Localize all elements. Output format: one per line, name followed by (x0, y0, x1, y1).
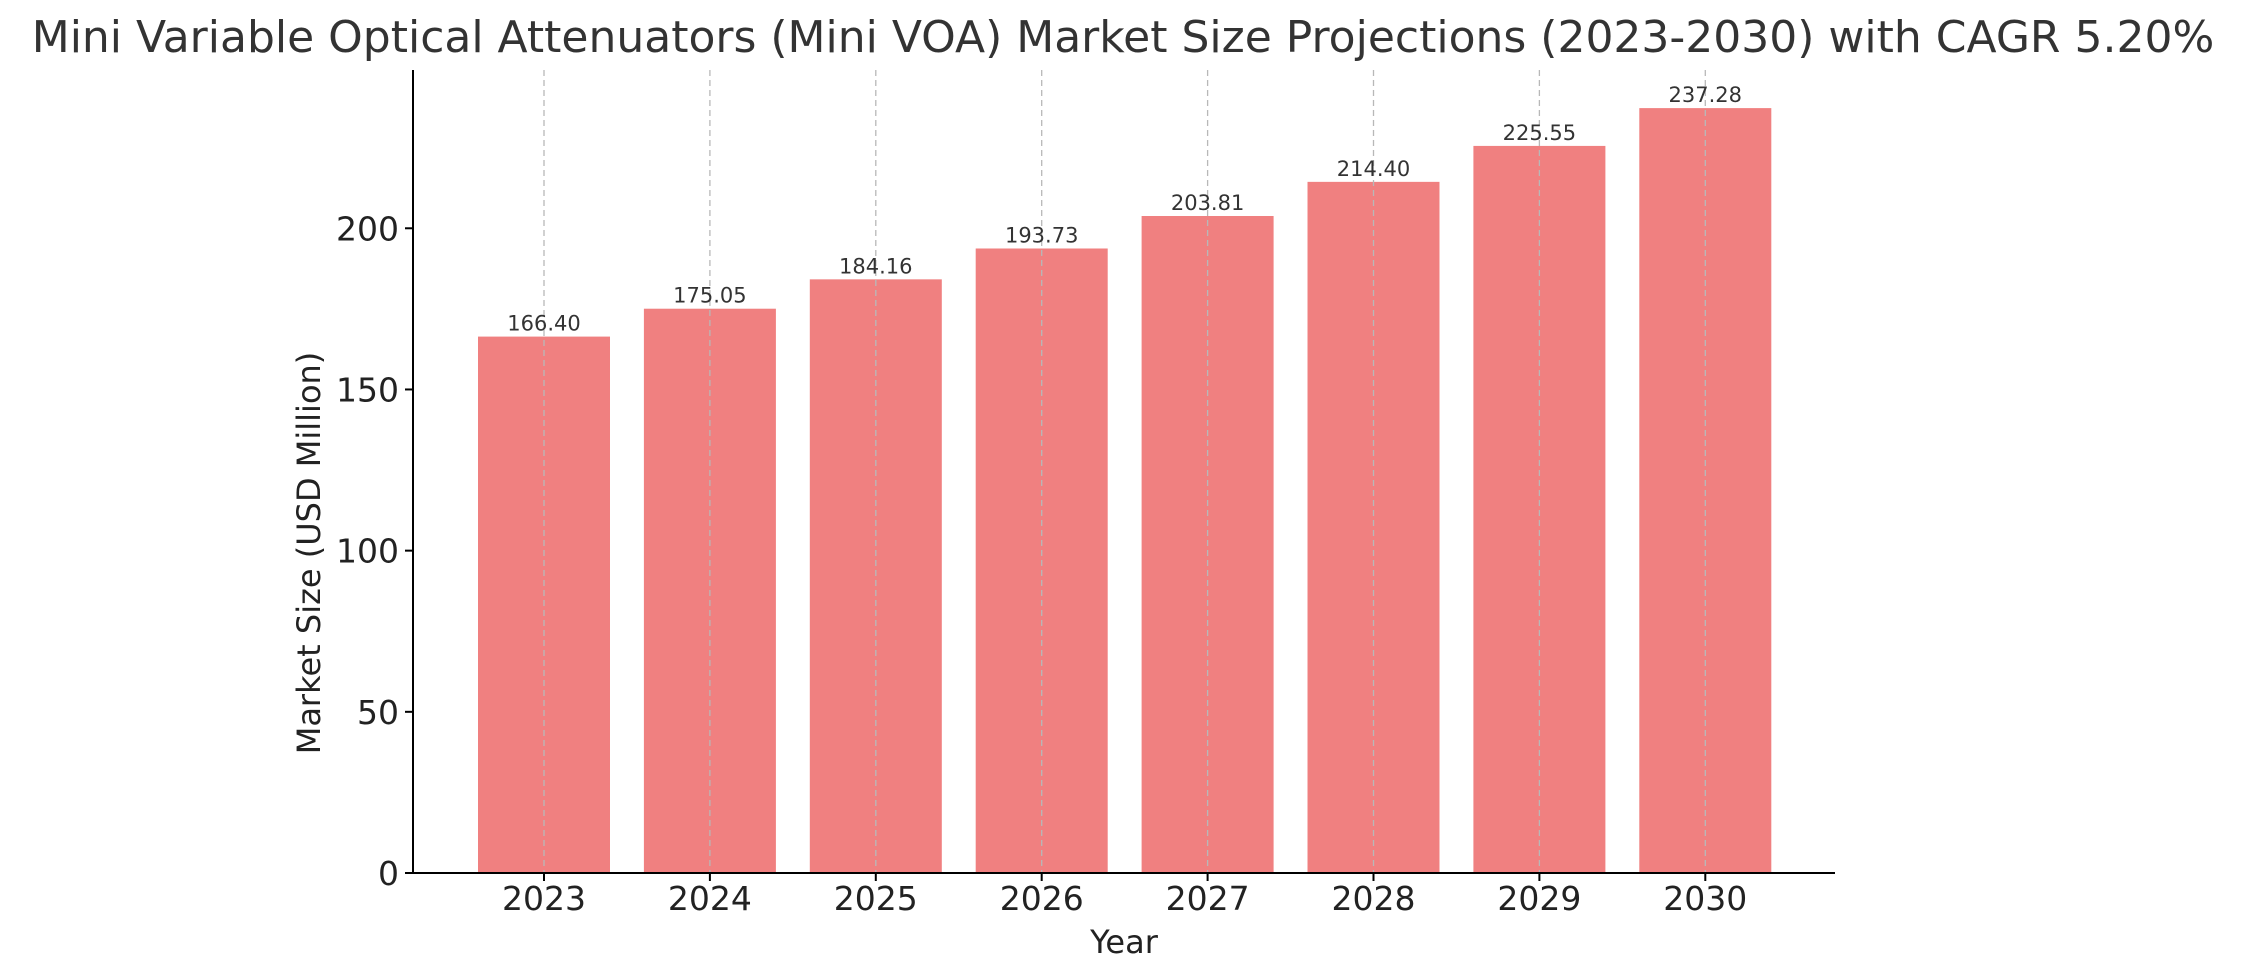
y-axis-label: Market Size (USD Million) (290, 352, 328, 755)
y-ticks-layer: 0 50 100 150 200 (336, 209, 413, 893)
data-labels-layer: 166.40 175.05 184.16 193.73 203.81 214.40 225.… (507, 83, 1742, 335)
y-tick-label-0: 0 (378, 854, 399, 893)
x-tick-label-2030: 2030 (1663, 879, 1747, 918)
x-tick-label-2029: 2029 (1497, 879, 1581, 918)
x-tick-label-2025: 2025 (834, 879, 918, 918)
data-label-2027: 203.81 (1171, 191, 1244, 215)
data-label-2023: 166.40 (507, 312, 580, 336)
x-tick-label-2024: 2024 (668, 879, 752, 918)
y-tick-label-100: 100 (336, 532, 399, 571)
bars-layer (478, 108, 1772, 874)
x-tick-label-2023: 2023 (502, 879, 586, 918)
data-label-2030: 237.28 (1669, 83, 1742, 107)
y-tick-label-50: 50 (357, 693, 399, 732)
data-label-2028: 214.40 (1337, 157, 1410, 181)
y-tick-label-150: 150 (336, 370, 399, 409)
data-label-2029: 225.55 (1503, 121, 1576, 145)
vertical-grid-layer (543, 70, 1706, 873)
x-tick-label-2026: 2026 (1000, 879, 1084, 918)
data-label-2024: 175.05 (673, 284, 746, 308)
data-label-2026: 193.73 (1005, 223, 1078, 247)
y-tick-label-200: 200 (336, 209, 399, 248)
x-axis-label: Year (1089, 923, 1159, 961)
x-ticks-layer: 2023 2024 2025 2026 2027 2028 2029 2030 (502, 873, 1747, 918)
x-tick-label-2028: 2028 (1332, 879, 1416, 918)
chart-title: Mini Variable Optical Attenuators (Mini … (32, 12, 2215, 63)
bar-2028 (1307, 181, 1440, 874)
data-label-2025: 184.16 (839, 254, 912, 278)
x-tick-label-2027: 2027 (1166, 879, 1250, 918)
